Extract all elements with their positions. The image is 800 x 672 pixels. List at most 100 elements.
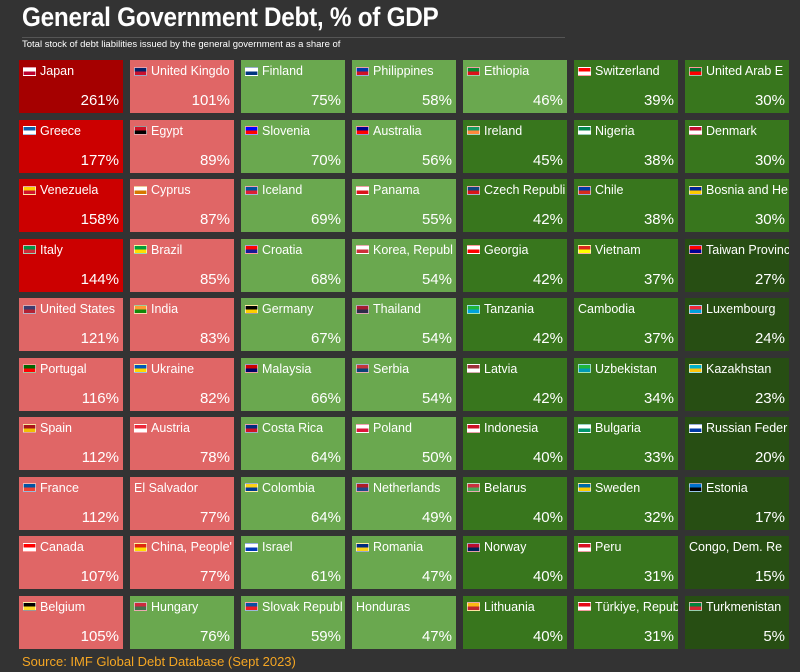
debt-value: 40% — [532, 508, 563, 526]
country-label: Romania — [373, 540, 424, 554]
country-tile: Lithuania 40% — [463, 595, 567, 649]
debt-value: 46% — [532, 92, 563, 109]
country-label: Luxembourg — [706, 302, 776, 316]
country-label: Netherlands — [373, 480, 441, 495]
country-label: Ukraine — [151, 361, 195, 376]
country-name: Peru — [578, 540, 678, 554]
country-label: Korea, Republ — [373, 242, 453, 257]
flag-icon — [578, 66, 591, 76]
debt-value: 40% — [532, 449, 563, 466]
country-label: Switzerland — [595, 64, 660, 78]
flag-icon — [467, 185, 480, 195]
country-label: El Salvador — [134, 480, 198, 495]
debt-value: 30% — [754, 92, 785, 109]
debt-value: 116% — [81, 389, 119, 407]
country-tile: Kazakhstan 23% — [685, 357, 789, 411]
country-tile: Costa Rica 64% — [241, 417, 345, 470]
country-tile: Italy 144% — [19, 238, 123, 292]
country-name: Belgium — [23, 600, 123, 614]
flag-icon — [23, 602, 36, 611]
country-name: France — [23, 481, 123, 495]
country-label: Chile — [595, 183, 624, 197]
country-name: Turkmenistan — [689, 600, 789, 614]
country-tile: Slovenia 70% — [241, 119, 345, 173]
flag-icon — [689, 126, 702, 135]
country-label: United Kingdo — [151, 64, 230, 78]
country-label: Egypt — [151, 123, 183, 138]
country-name: Israel — [245, 540, 345, 554]
country-label: Greece — [40, 123, 81, 138]
flag-icon — [578, 245, 591, 254]
country-tile: Philippines 58% — [352, 60, 456, 113]
debt-value: 49% — [421, 508, 452, 526]
country-tile: Nigeria 38% — [574, 119, 678, 173]
country-tile: Taiwan Provinc 27% — [685, 238, 789, 292]
country-label: Estonia — [706, 480, 748, 495]
country-name: Slovak Republ — [245, 600, 345, 614]
flag-icon — [245, 542, 258, 552]
debt-value: 42% — [532, 330, 563, 347]
country-tile: United States 121% — [19, 298, 123, 351]
country-name: Costa Rica — [245, 421, 345, 435]
debt-value: 30% — [754, 211, 785, 228]
country-label: Indonesia — [484, 421, 539, 435]
country-label: Costa Rica — [262, 421, 324, 435]
debt-value: 56% — [421, 151, 452, 169]
country-tile: Türkiye, Repub 31% — [574, 595, 678, 649]
country-label: Tanzania — [484, 302, 535, 316]
country-name: Serbia — [356, 362, 456, 376]
debt-value: 105% — [80, 627, 119, 645]
flag-icon — [23, 364, 36, 373]
debt-value: 50% — [421, 449, 452, 466]
country-label: Poland — [373, 421, 412, 435]
country-name: Luxembourg — [689, 302, 789, 316]
flag-icon — [578, 542, 591, 552]
country-label: United Arab E — [706, 64, 784, 78]
debt-value: 37% — [643, 330, 674, 347]
country-label: Venezuela — [40, 183, 99, 197]
flag-icon — [356, 185, 369, 195]
debt-value: 77% — [199, 568, 230, 585]
debt-value: 55% — [421, 211, 452, 228]
debt-value: 77% — [199, 508, 230, 526]
country-name: Germany — [245, 302, 345, 316]
country-name: Czech Republi — [467, 183, 567, 197]
chart-subtitle: Total stock of debt liabilities issued b… — [22, 39, 341, 50]
debt-value: 47% — [421, 568, 452, 585]
debt-value: 177% — [80, 151, 119, 169]
country-tile: Colombia 64% — [241, 476, 345, 530]
country-tile: Finland 75% — [241, 60, 345, 113]
flag-icon — [356, 66, 369, 76]
flag-icon — [134, 542, 147, 552]
flag-icon — [245, 423, 258, 433]
country-tile: Egypt 89% — [130, 119, 234, 173]
country-label: Portugal — [40, 361, 87, 376]
flag-icon — [245, 483, 258, 492]
country-label: Canada — [40, 540, 84, 554]
country-label: Spain — [40, 421, 72, 435]
country-tile: Georgia 42% — [463, 238, 567, 292]
country-label: Lithuania — [484, 599, 535, 614]
country-label: China, People' — [151, 540, 232, 554]
country-tile: Germany 67% — [241, 298, 345, 351]
country-name: Lithuania — [467, 600, 567, 614]
flag-icon — [467, 542, 480, 552]
country-name: Georgia — [467, 243, 567, 257]
flag-icon — [578, 423, 591, 433]
country-tile: Ethiopia 46% — [463, 60, 567, 113]
debt-value: 33% — [643, 449, 674, 466]
country-tile: El Salvador 77% — [130, 476, 234, 530]
flag-icon — [245, 602, 258, 611]
country-name: Greece — [23, 124, 123, 138]
country-tile: Israel 61% — [241, 536, 345, 589]
country-label: Turkmenistan — [706, 599, 782, 614]
country-label: Japan — [40, 64, 75, 78]
flag-icon — [134, 66, 147, 76]
country-label: Croatia — [262, 242, 303, 257]
debt-value: 5% — [763, 627, 785, 645]
country-tile: Korea, Republ 54% — [352, 238, 456, 292]
flag-icon — [689, 245, 702, 254]
country-name: Chile — [578, 183, 678, 197]
debt-value: 40% — [532, 568, 563, 585]
country-label: Türkiye, Repub — [595, 599, 678, 614]
